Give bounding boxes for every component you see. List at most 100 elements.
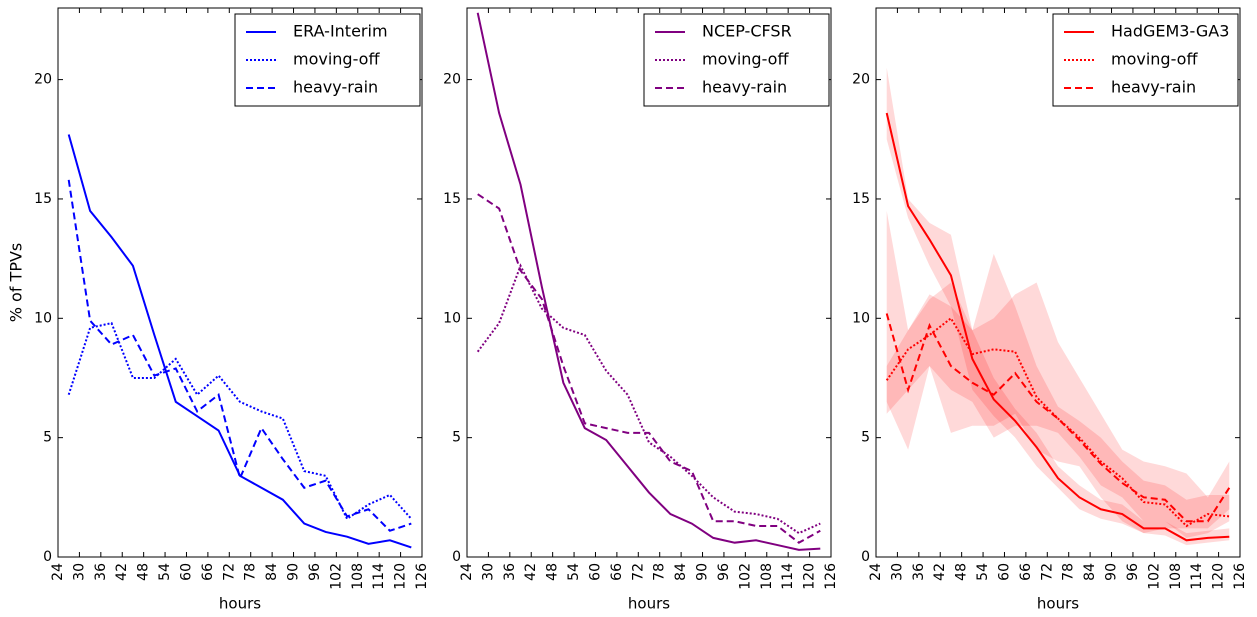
y-axis-label: % of TPVs: [7, 243, 26, 323]
x-tick-label: 24: [50, 563, 66, 581]
series-line: [885, 313, 1231, 523]
x-tick-label: 72: [221, 563, 237, 581]
series-line: [885, 316, 1230, 528]
x-tick-label: 54: [975, 563, 991, 581]
y-tick-label: 0: [861, 549, 870, 565]
x-tick-label: 102: [737, 563, 753, 590]
series-line: [885, 112, 1230, 542]
legend-label: ERA-Interim: [293, 22, 388, 41]
x-tick-label: 30: [480, 563, 496, 581]
x-tick-label: 48: [545, 563, 561, 581]
x-tick-label: 36: [502, 563, 518, 581]
y-tick-label: 10: [852, 310, 870, 326]
x-tick-label: 60: [996, 563, 1012, 581]
x-tick-label: 96: [716, 563, 732, 581]
y-tick-label: 15: [34, 191, 52, 207]
y-tick-label: 15: [443, 191, 461, 207]
legend-box: [1052, 13, 1239, 107]
x-tick-label: 84: [1082, 563, 1098, 581]
x-tick-label: 126: [1232, 563, 1248, 590]
y-tick-label: 10: [443, 310, 461, 326]
x-tick-label: 36: [93, 563, 109, 581]
x-tick-label: 60: [178, 563, 194, 581]
legend-label: HadGEM3-GA3: [1111, 22, 1229, 41]
panel: 0 5 10 15 20 24 30 36 42 48 54 60 66 72 78 84 90 96 102 108…: [443, 7, 839, 613]
x-tick-label: 36: [911, 563, 927, 581]
legend-box: [643, 13, 830, 107]
x-tick-label: 126: [414, 563, 430, 590]
x-axis-label: hours: [628, 595, 670, 613]
x-tick-label: 90: [1104, 563, 1120, 581]
y-tick-label: 5: [861, 430, 870, 446]
legend-label: moving-off: [293, 50, 380, 69]
range-band: [886, 67, 1230, 546]
x-tick-label: 42: [114, 563, 130, 581]
y-tick-label: 20: [443, 72, 461, 88]
x-tick-label: 102: [1146, 563, 1162, 590]
series-line: [67, 134, 412, 549]
x-tick-label: 78: [1061, 563, 1077, 581]
axes-frame: [466, 7, 832, 558]
x-tick-label: 84: [673, 563, 689, 581]
x-tick-label: 66: [609, 563, 625, 581]
y-tick-label: 20: [852, 72, 870, 88]
x-tick-label: 114: [371, 563, 387, 590]
x-tick-label: 60: [587, 563, 603, 581]
x-tick-label: 72: [1039, 563, 1055, 581]
series-line: [476, 263, 821, 535]
x-tick-label: 24: [868, 563, 884, 581]
legend-label: moving-off: [1111, 50, 1198, 69]
range-band: [886, 253, 1230, 538]
panel: 0 5 10 15 20 24 30 36 42 48 54 60 66 72 78 84 90 96 102 108…: [852, 7, 1248, 613]
x-tick-label: 120: [802, 563, 818, 590]
range-band: [886, 210, 1230, 534]
x-tick-label: 72: [630, 563, 646, 581]
x-tick-label: 126: [823, 563, 839, 590]
x-tick-label: 48: [954, 563, 970, 581]
legend-box: [234, 13, 421, 107]
x-axis-label: hours: [1037, 595, 1079, 613]
x-tick-label: 24: [459, 563, 475, 581]
legend-label: heavy-rain: [293, 78, 378, 97]
legend-label: NCEP-CFSR: [702, 22, 792, 41]
x-tick-label: 108: [350, 563, 366, 590]
x-tick-label: 84: [264, 563, 280, 581]
x-tick-label: 42: [932, 563, 948, 581]
y-tick-label: 0: [43, 549, 52, 565]
x-tick-label: 90: [286, 563, 302, 581]
y-tick-label: 20: [34, 72, 52, 88]
x-tick-label: 120: [1211, 563, 1227, 590]
x-tick-label: 114: [780, 563, 796, 590]
x-tick-label: 102: [328, 563, 344, 590]
series-line: [477, 193, 821, 544]
x-tick-label: 30: [71, 563, 87, 581]
x-tick-label: 114: [1189, 563, 1205, 590]
x-tick-label: 48: [136, 563, 152, 581]
x-tick-label: 96: [307, 563, 323, 581]
x-tick-label: 108: [759, 563, 775, 590]
x-tick-label: 96: [1125, 563, 1141, 581]
legend-label: heavy-rain: [1111, 78, 1196, 97]
y-tick-label: 5: [43, 430, 52, 446]
axes-frame: [875, 7, 1241, 558]
y-tick-label: 15: [852, 191, 870, 207]
x-tick-label: 30: [889, 563, 905, 581]
x-tick-label: 120: [393, 563, 409, 590]
x-axis-label: hours: [219, 595, 261, 613]
y-tick-label: 0: [452, 549, 461, 565]
legend-label: moving-off: [702, 50, 789, 69]
x-tick-label: 42: [523, 563, 539, 581]
y-tick-label: 10: [34, 310, 52, 326]
series-line: [67, 179, 412, 532]
axes-frame: [57, 7, 423, 558]
x-tick-label: 90: [695, 563, 711, 581]
y-tick-label: 5: [452, 430, 461, 446]
series-line: [67, 321, 413, 521]
x-tick-label: 66: [1018, 563, 1034, 581]
x-tick-label: 54: [157, 563, 173, 581]
x-tick-label: 108: [1168, 563, 1184, 590]
x-tick-label: 78: [243, 563, 259, 581]
x-tick-label: 66: [200, 563, 216, 581]
series-line: [476, 12, 821, 551]
